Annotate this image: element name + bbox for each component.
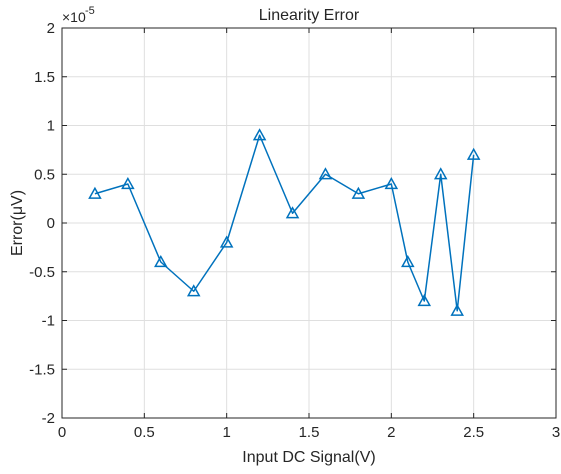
y-axis-title: Error(μV) [9, 190, 26, 256]
triangle-marker [88, 186, 102, 199]
y-exponent-power: -5 [85, 5, 95, 17]
triangle-marker [186, 284, 201, 297]
y-tick-label: 1.5 [34, 69, 55, 86]
y-tick-label: -0.5 [29, 264, 55, 281]
x-tick-label: 0 [58, 424, 66, 441]
triangle-marker [384, 176, 399, 190]
triangle-marker [401, 254, 415, 268]
tick-marks [61, 27, 557, 419]
triangle-marker [318, 167, 333, 180]
chart-title: Linearity Error [259, 7, 360, 24]
x-tick-label: 1 [222, 424, 230, 441]
triangle-marker [351, 186, 366, 199]
triangle-marker [219, 235, 234, 248]
y-exponent-base: ×10 [62, 9, 86, 25]
series-line [94, 134, 475, 312]
triangle-marker [252, 128, 267, 141]
tick-labels: 0 0.5 1 1.5 2 2.5 3 -2 -1.5 -1 -0.5 0 0.5 1 1.5 2 [29, 20, 560, 441]
triangle-marker [433, 167, 448, 180]
y-tick-label: 1 [47, 118, 55, 135]
triangle-marker [466, 147, 481, 160]
y-exponent-label: ×10 -5 [62, 5, 95, 25]
y-tick-label: -1.5 [29, 361, 55, 378]
x-tick-label: 2.5 [463, 424, 484, 441]
series-group [88, 128, 481, 316]
triangle-marker [417, 293, 432, 307]
x-tick-label: 3 [552, 424, 560, 441]
y-tick-label: -2 [42, 410, 55, 427]
x-tick-label: 0.5 [134, 424, 155, 441]
triangle-marker [450, 303, 464, 316]
triangle-marker [154, 254, 168, 268]
y-tick-label: 2 [47, 20, 55, 37]
y-tick-label: 0 [47, 215, 55, 232]
triangle-marker [121, 176, 135, 190]
y-tick-label: 0.5 [34, 166, 55, 183]
x-tick-label: 1.5 [299, 424, 320, 441]
y-tick-label: -1 [42, 313, 55, 330]
x-tick-label: 2 [387, 424, 395, 441]
x-axis-title: Input DC Signal(V) [242, 449, 375, 466]
triangle-marker [285, 206, 300, 219]
